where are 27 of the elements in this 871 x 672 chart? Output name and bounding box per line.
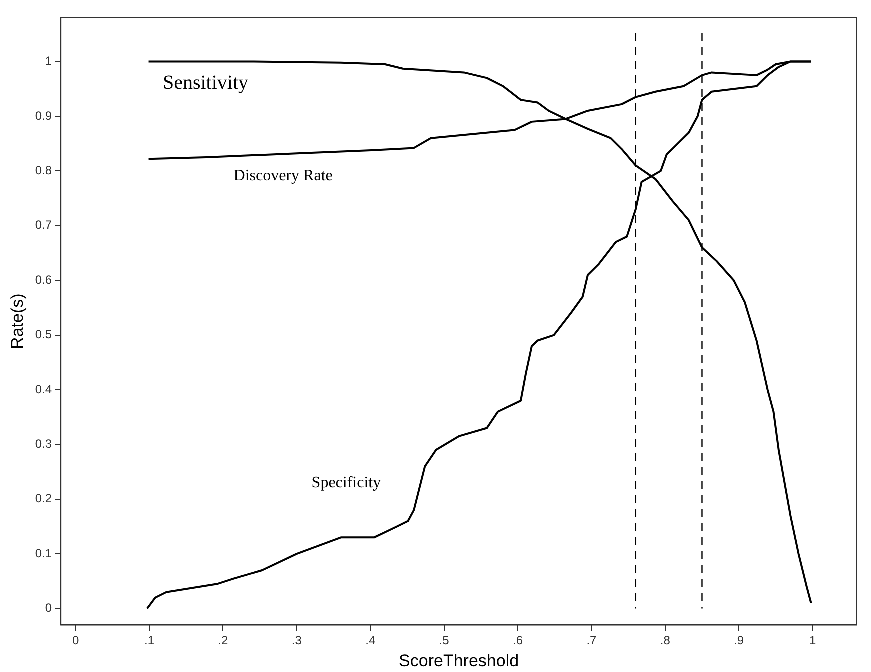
y-tick-label: 0.7 [35,218,52,232]
x-tick-label: 0 [72,634,80,648]
y-tick-label: 1 [45,54,52,68]
x-axis-title: ScoreThreshold [399,651,520,670]
y-tick-label: 0 [45,601,52,616]
x-tick-label: .1 [144,634,155,648]
y-tick-label: 0.9 [35,108,52,123]
x-tick-label: .5 [439,634,450,648]
y-tick-label: 0.5 [35,328,52,342]
series-label: Discovery Rate [234,168,333,185]
x-tick-label: .3 [292,634,302,648]
x-tick-label: .4 [366,634,376,648]
y-axis-title: Rate(s) [8,294,27,350]
x-tick-label: .7 [586,634,598,648]
y-tick-label: 0.3 [35,436,52,451]
x-tick-label: 1 [809,634,816,648]
y-tick-label: 0.8 [35,163,52,178]
x-tick-label: .2 [218,634,229,648]
x-tick-label: .6 [512,634,524,648]
y-tick-label: 0.2 [35,492,52,506]
y-tick-label: 0.4 [35,382,52,396]
y-tick-label: 0.1 [35,546,52,560]
text: Specificity [312,474,382,492]
x-tick-label: .9 [734,634,744,648]
series-label: Sensitivity [162,72,249,94]
y-tick-label: 0.6 [35,272,52,287]
x-tick-label: .8 [660,634,671,648]
